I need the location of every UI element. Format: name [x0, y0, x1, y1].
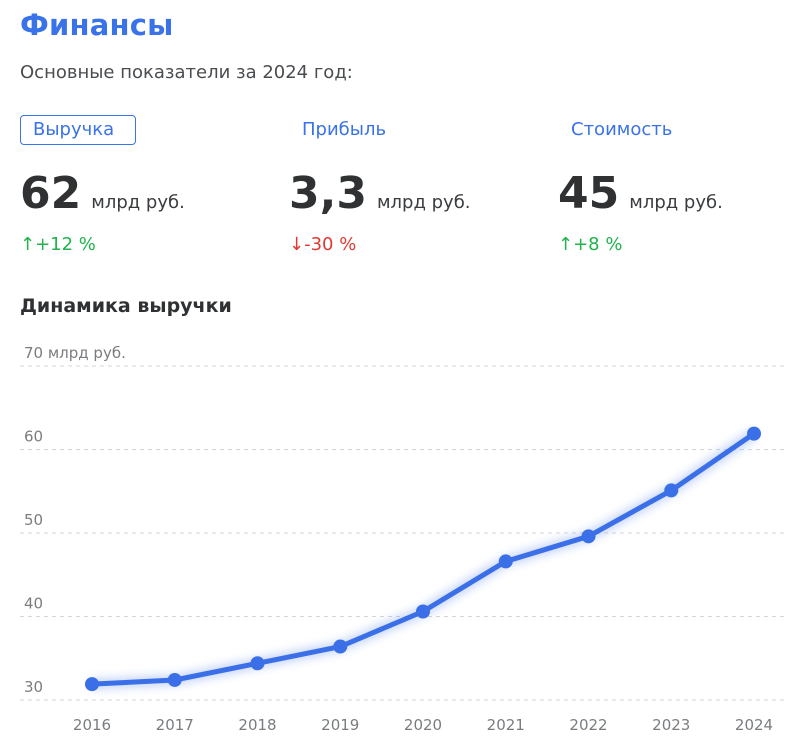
metric-value-change-text: +8 % — [573, 234, 623, 255]
arrow-up-icon: ↑ — [20, 234, 36, 255]
x-tick-label: 2022 — [569, 716, 607, 734]
series-line — [89, 431, 757, 687]
y-tick-label: 40 — [24, 595, 43, 613]
data-point[interactable] — [250, 656, 265, 671]
data-point[interactable] — [333, 639, 348, 654]
metric-profit-unit: млрд руб. — [376, 192, 471, 213]
metric-revenue-unit: млрд руб. — [91, 192, 185, 213]
metric-value-change: ↑+8 % — [558, 234, 622, 255]
x-tick-label: 2019 — [321, 716, 359, 734]
metric-revenue-change: ↑+12 % — [20, 234, 96, 255]
y-tick-label: 50 — [24, 511, 43, 529]
x-tick-label: 2016 — [73, 716, 111, 734]
data-point[interactable] — [85, 677, 99, 692]
metric-revenue-value: 62 — [20, 168, 82, 219]
y-tick-label: 70 млрд руб. — [24, 344, 126, 362]
x-tick-label: 2018 — [238, 716, 276, 734]
data-point[interactable] — [416, 604, 430, 619]
y-tick-label: 60 — [24, 428, 43, 446]
data-point[interactable] — [498, 554, 513, 569]
page-title: Финансы — [20, 8, 174, 42]
tab-profit[interactable]: Прибыль — [302, 119, 387, 140]
page-subtitle: Основные показатели за 2024 год: — [20, 62, 353, 83]
metric-value-value: 45 — [558, 168, 620, 219]
x-tick-label: 2024 — [735, 716, 773, 734]
metric-profit-change-text: -30 % — [304, 234, 357, 255]
metric-revenue: 62 млрд руб. — [20, 168, 185, 219]
data-point[interactable] — [664, 483, 679, 498]
x-tick-label: 2023 — [652, 716, 690, 734]
data-point[interactable] — [581, 529, 596, 544]
tab-revenue[interactable]: Выручка — [20, 115, 136, 145]
metric-value: 45 млрд руб. — [558, 168, 723, 219]
metric-value-unit: млрд руб. — [629, 192, 723, 213]
data-point[interactable] — [167, 672, 182, 687]
metric-revenue-change-text: +12 % — [35, 234, 96, 255]
arrow-up-icon: ↑ — [558, 234, 574, 255]
x-tick-label: 2021 — [487, 716, 525, 734]
metric-profit-change: ↓-30 % — [289, 234, 356, 255]
y-tick-label: 30 — [24, 678, 43, 696]
data-point[interactable] — [747, 426, 761, 441]
chart-title: Динамика выручки — [20, 295, 232, 317]
metric-profit-value: 3,3 — [289, 168, 367, 219]
x-tick-label: 2020 — [404, 716, 442, 734]
arrow-down-icon: ↓ — [289, 234, 305, 255]
metric-profit: 3,3 млрд руб. — [289, 168, 471, 219]
x-tick-label: 2017 — [156, 716, 194, 734]
series-line-shadow — [91, 428, 758, 691]
tab-value[interactable]: Стоимость — [571, 119, 673, 140]
